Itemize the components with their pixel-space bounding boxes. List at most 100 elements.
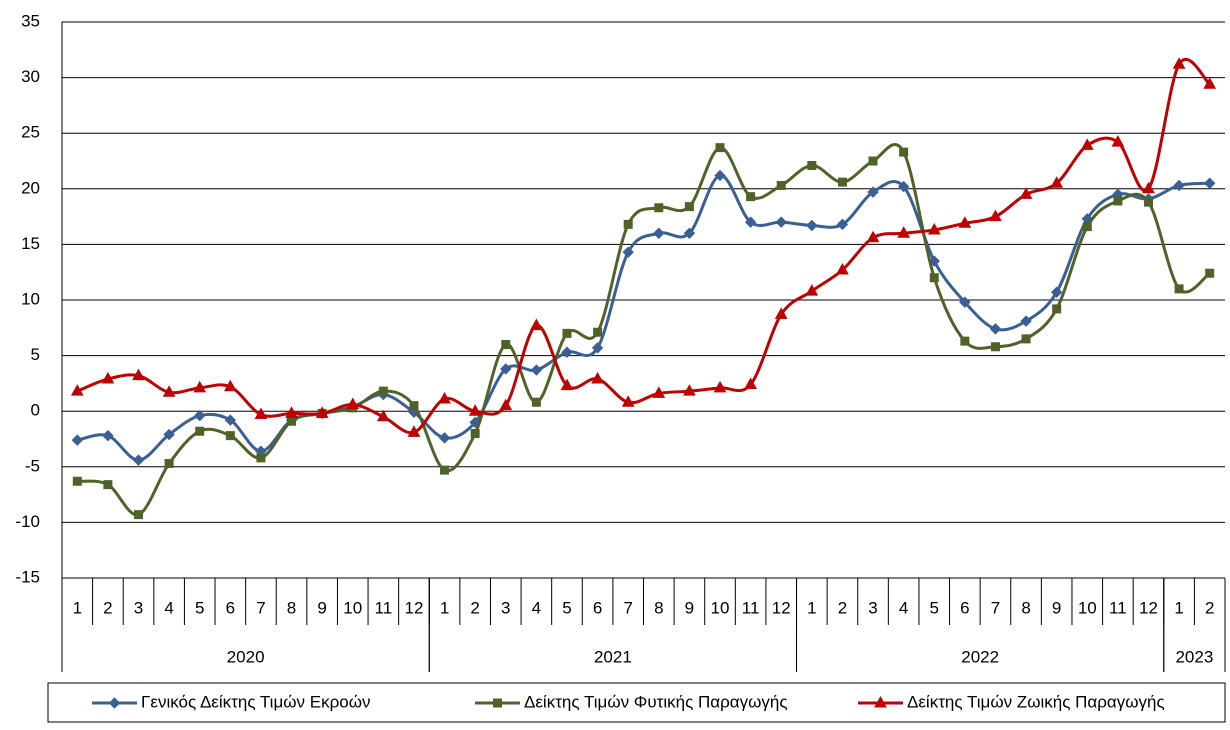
marker: [501, 339, 511, 349]
x-tick-label: 6: [960, 598, 969, 617]
marker: [683, 384, 696, 396]
marker: [713, 380, 727, 393]
marker: [1019, 187, 1033, 199]
marker: [836, 218, 849, 231]
marker: [684, 202, 694, 212]
marker: [652, 386, 666, 398]
marker: [315, 406, 329, 418]
legend-box: [47, 682, 1226, 723]
legend-item: Γενικός Δείκτης Τιμών Εκροών: [92, 692, 371, 711]
x-tick-label: 1: [440, 598, 449, 617]
x-tick-label: 11: [742, 598, 760, 617]
marker: [867, 186, 879, 198]
marker: [72, 476, 82, 486]
marker: [623, 219, 633, 229]
marker: [285, 406, 298, 418]
marker: [193, 380, 207, 393]
marker: [195, 426, 205, 436]
marker: [70, 384, 84, 396]
x-group-label: 2022: [961, 647, 999, 666]
marker: [746, 192, 756, 202]
marker: [1111, 135, 1125, 147]
marker: [108, 697, 121, 709]
marker: [1174, 284, 1184, 294]
y-tick-label: 15: [21, 234, 40, 253]
marker: [897, 226, 910, 238]
x-group-label: 2023: [1175, 647, 1213, 666]
marker: [654, 203, 664, 213]
marker: [560, 378, 574, 391]
marker: [224, 414, 237, 426]
marker: [621, 395, 635, 407]
marker: [256, 453, 266, 463]
x-tick-label: 5: [562, 598, 571, 617]
marker: [499, 398, 513, 411]
marker: [102, 429, 114, 442]
marker: [530, 364, 543, 376]
x-group-label: 2020: [227, 647, 265, 666]
x-tick-label: 5: [930, 598, 939, 617]
marker: [866, 230, 880, 243]
x-group-label: 2021: [594, 647, 632, 666]
marker: [132, 368, 145, 381]
marker: [1205, 268, 1215, 278]
marker: [774, 307, 788, 319]
x-tick-label: 6: [593, 598, 602, 617]
marker: [1142, 181, 1155, 194]
marker: [805, 284, 819, 296]
y-tick-label: 35: [21, 11, 40, 30]
marker: [683, 227, 696, 239]
marker: [958, 216, 972, 228]
marker: [899, 147, 909, 157]
marker: [440, 465, 450, 475]
x-tick-label: 12: [404, 598, 423, 617]
legend-item: Δείκτης Τιμών Φυτικής Παραγωγής: [475, 692, 788, 711]
marker: [715, 143, 725, 153]
y-tick-label: 30: [21, 67, 40, 86]
marker: [470, 428, 480, 438]
x-tick-label: 6: [226, 598, 235, 617]
x-tick-label: 2: [838, 598, 847, 617]
y-tick-label: 10: [21, 289, 40, 308]
marker: [438, 391, 451, 404]
y-tick-label: -10: [15, 512, 40, 531]
legend-item: Δείκτης Τιμών Ζωικής Παραγωγής: [858, 692, 1165, 711]
marker: [194, 409, 206, 422]
marker: [868, 156, 878, 166]
x-tick-label: 4: [164, 598, 173, 617]
marker: [71, 434, 84, 446]
marker: [407, 425, 421, 437]
marker: [653, 227, 665, 239]
x-tick-label: 4: [899, 598, 908, 617]
marker: [409, 401, 419, 411]
marker: [378, 386, 388, 396]
marker: [990, 342, 1000, 352]
marker: [377, 409, 390, 422]
marker: [500, 363, 512, 375]
x-tick-label: 8: [654, 598, 663, 617]
marker: [254, 407, 268, 420]
marker: [1173, 179, 1185, 192]
marker: [1172, 57, 1186, 69]
marker: [897, 180, 910, 193]
marker: [929, 273, 939, 283]
x-tick-label: 8: [1021, 598, 1030, 617]
marker: [531, 397, 541, 407]
x-tick-label: 10: [343, 598, 362, 617]
x-tick-label: 1: [1174, 598, 1183, 617]
marker: [164, 458, 174, 468]
marker: [287, 416, 297, 426]
x-tick-label: 10: [711, 598, 730, 617]
marker: [1203, 77, 1217, 89]
marker: [927, 222, 941, 235]
marker: [225, 431, 235, 441]
marker: [223, 379, 237, 392]
marker: [1050, 176, 1064, 188]
marker: [1050, 286, 1063, 298]
marker: [103, 480, 113, 490]
x-tick-label: 10: [1078, 598, 1097, 617]
x-tick-label: 7: [256, 598, 265, 617]
x-tick-label: 2: [470, 598, 479, 617]
x-tick-label: 2: [103, 598, 112, 617]
marker: [960, 336, 970, 346]
